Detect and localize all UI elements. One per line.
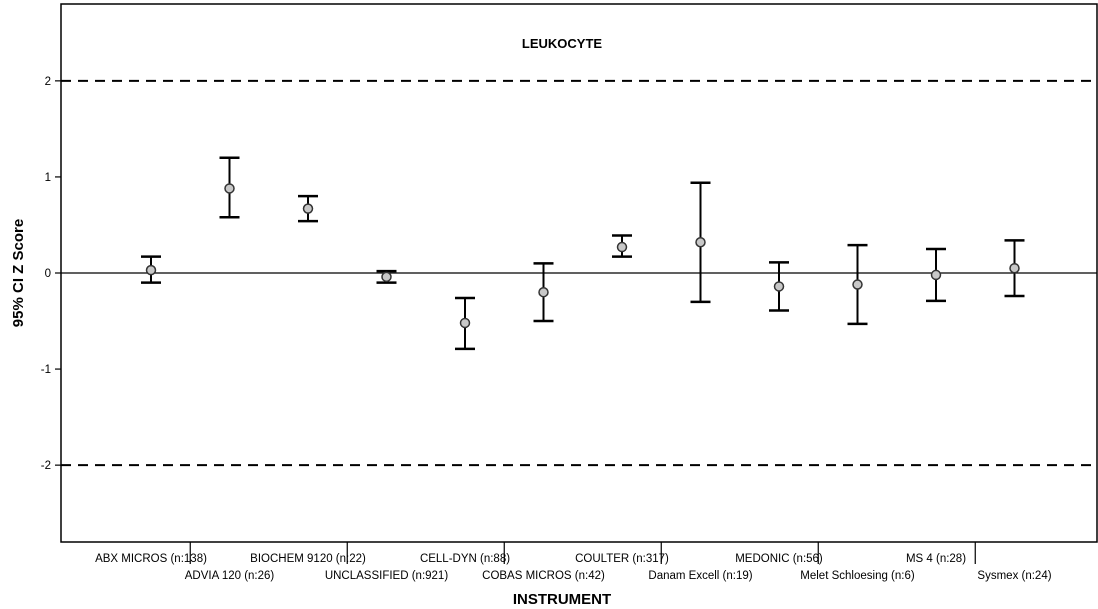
x-tick-label: CELL-DYN (n:88)	[420, 553, 510, 565]
mean-point	[930, 269, 942, 281]
mean-point	[538, 286, 549, 298]
mean-point	[695, 237, 706, 248]
mean-point	[224, 183, 235, 194]
x-axis-title: INSTRUMENT	[513, 591, 611, 608]
x-tick-label: Melet Schloesing (n:6)	[800, 570, 915, 582]
error-bars	[141, 156, 1025, 351]
y-tick-label: 1	[45, 172, 51, 184]
mean-point	[616, 241, 628, 253]
mean-point	[459, 317, 471, 329]
reference-lines	[61, 79, 1097, 467]
y-tick-label: 0	[45, 268, 51, 280]
mean-point	[302, 203, 314, 214]
x-tick-label: Sysmex (n:24)	[977, 570, 1051, 582]
x-tick-label: COBAS MICROS (n:42)	[482, 570, 605, 582]
x-tick-label: ABX MICROS (n:138)	[95, 553, 207, 565]
x-tick-label: Danam Excell (n:19)	[648, 570, 752, 582]
y-axis-title: 95% CI Z Score	[10, 219, 27, 327]
mean-point	[1009, 262, 1020, 274]
y-tick-label: 2	[45, 76, 51, 88]
chart-title: LEUKOCYTE	[522, 36, 603, 51]
x-tick-label: MEDONIC (n:56)	[735, 553, 823, 565]
x-axis: ABX MICROS (n:138) ADVIA 120 (n:26) BIOCHE…	[95, 542, 1052, 582]
x-tick-label: ADVIA 120 (n:26)	[185, 570, 275, 582]
x-tick-label: MS 4 (n:28)	[906, 553, 966, 565]
mean-point	[852, 279, 863, 290]
mean-point	[773, 281, 785, 292]
y-tick-label: -2	[41, 460, 51, 472]
mean-point	[381, 271, 392, 283]
mean-point	[145, 264, 157, 276]
x-tick-label: COULTER (n:317)	[575, 553, 669, 565]
y-axis: -2 -1 0 1 2	[41, 76, 61, 472]
x-tick-label: UNCLASSIFIED (n:921)	[325, 570, 449, 582]
y-tick-label: -1	[41, 364, 51, 376]
x-tick-label: BIOCHEM 9120 (n:22)	[250, 553, 366, 565]
